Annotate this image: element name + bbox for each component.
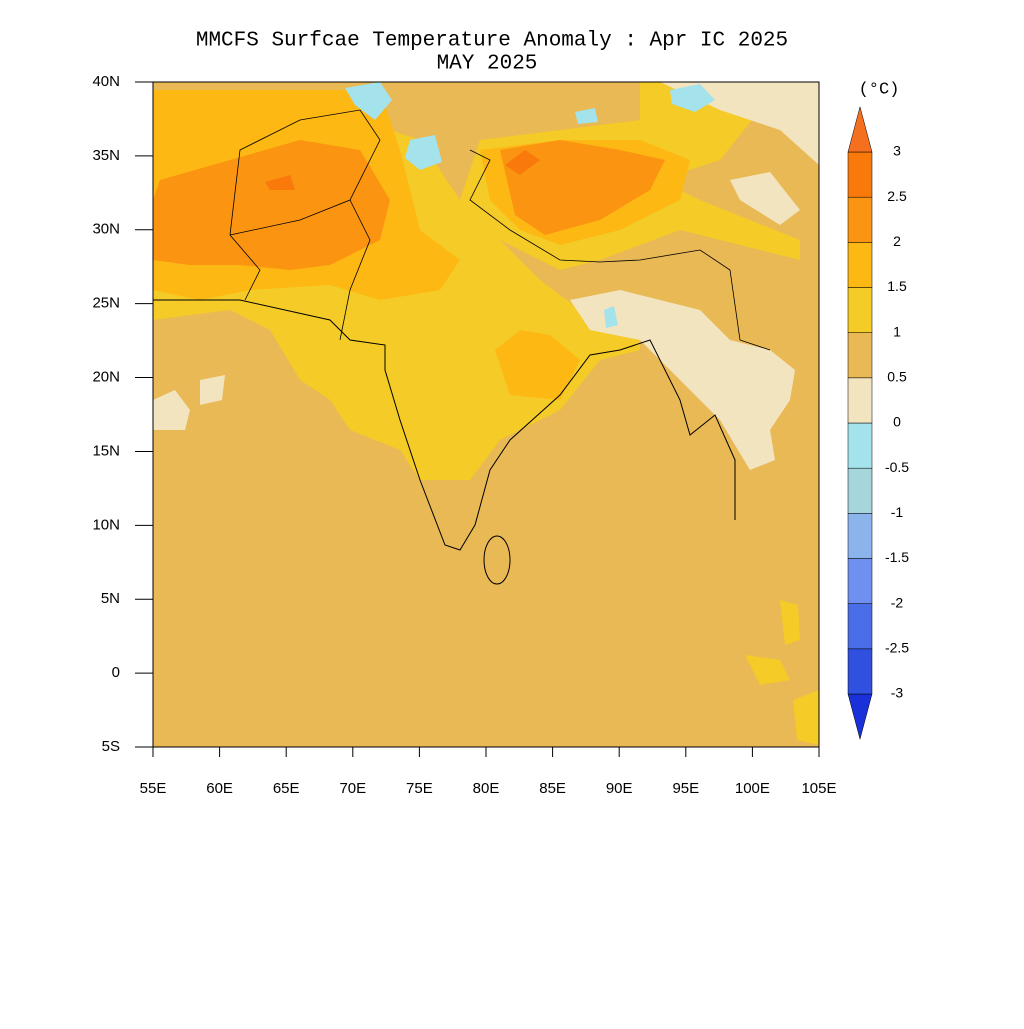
contour-region (575, 108, 598, 124)
colorbar-bin (847, 196, 873, 243)
colorbar-tick-label: 2 (893, 233, 901, 249)
y-tick-label: 25N (92, 295, 120, 312)
colorbar-bin (847, 467, 873, 514)
contour-region (604, 306, 618, 328)
y-tick-label: 5N (101, 590, 120, 607)
contour-region (153, 390, 190, 430)
coastline (153, 299, 736, 551)
island (483, 535, 511, 585)
y-tick-label: 40N (92, 73, 120, 90)
x-tick-label: 55E (140, 780, 167, 797)
contour-region (200, 375, 225, 405)
colorbar-bin (847, 558, 873, 604)
x-tick-label: 90E (606, 780, 633, 797)
y-tick-label: 35N (92, 147, 120, 164)
x-tick-label: 75E (406, 780, 433, 797)
contour-region (265, 175, 295, 190)
x-tick-label: 105E (801, 780, 836, 797)
contour-region (670, 84, 715, 112)
contour-region (345, 82, 392, 120)
colorbar-label: (°C) (859, 80, 900, 99)
colorbar-high (847, 105, 873, 153)
colorbar-tick-label: 3 (893, 143, 901, 159)
contour-region (780, 600, 800, 645)
colorbar-tick-label: -1 (891, 504, 904, 520)
y-tick-label: 15N (92, 442, 120, 459)
colorbar-bin (847, 648, 873, 695)
colorbar-tick-label: 0 (893, 414, 901, 430)
colorbar-tick-label: 1.5 (887, 278, 907, 294)
colorbar-tick-label: 1 (893, 323, 901, 339)
contour-region (153, 140, 390, 270)
colorbar-bin (847, 513, 873, 559)
contour-region (405, 135, 442, 170)
colorbar-tick-label: -0.5 (885, 459, 909, 475)
contour-region (495, 330, 580, 400)
colorbar-tick-label: -2.5 (885, 640, 909, 656)
contour-region (505, 150, 540, 175)
x-tick-label: 70E (339, 780, 366, 797)
colorbar-bin (847, 332, 873, 379)
x-tick-label: 80E (473, 780, 500, 797)
x-tick-label: 95E (672, 780, 699, 797)
y-tick-label: 20N (92, 369, 120, 386)
x-tick-label: 100E (735, 780, 770, 797)
colorbar-bin (847, 151, 873, 198)
colorbar-tick-label: 0.5 (887, 369, 907, 385)
contour-region (570, 290, 795, 470)
x-tick-label: 60E (206, 780, 233, 797)
y-tick-label: 10N (92, 516, 120, 533)
map (153, 82, 819, 747)
contour-region (500, 140, 665, 235)
colorbar-bin (847, 287, 873, 333)
x-tick-label: 65E (273, 780, 300, 797)
contour-region (660, 82, 819, 165)
colorbar-tick-label: -3 (891, 685, 904, 701)
contour-region (730, 172, 800, 225)
chart-subtitle: MAY 2025 (437, 53, 538, 76)
y-tick-label: 30N (92, 221, 120, 238)
y-tick-label: 5S (102, 738, 120, 755)
border (229, 109, 771, 351)
colorbar-low (847, 693, 873, 741)
colorbar-tick-label: -2 (891, 594, 904, 610)
colorbar-bin (847, 377, 873, 424)
y-tick-label: 0 (112, 664, 120, 681)
colorbar-bin (847, 603, 873, 650)
chart-title: MMCFS Surfcae Temperature Anomaly : Apr … (196, 30, 788, 53)
x-tick-label: 85E (539, 780, 566, 797)
contour-region (745, 655, 790, 685)
colorbar-bin (847, 242, 873, 288)
contour-region (793, 690, 819, 745)
colorbar-tick-label: 2.5 (887, 188, 907, 204)
colorbar-tick-label: -1.5 (885, 549, 909, 565)
colorbar-bin (847, 422, 873, 469)
